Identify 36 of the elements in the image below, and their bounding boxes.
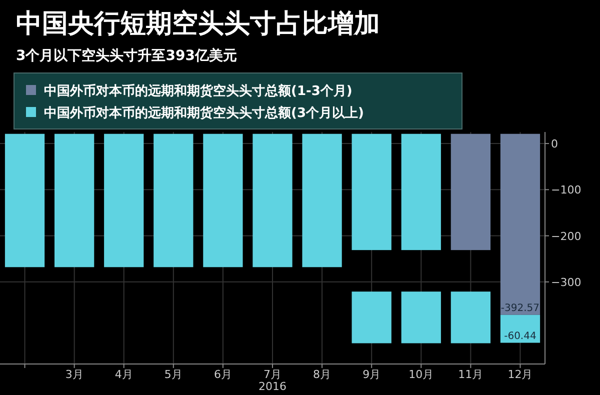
bar (252, 134, 292, 268)
x-tick-label: 3月 (65, 368, 84, 381)
bar (500, 134, 540, 315)
x-tick-label: 9月 (362, 368, 381, 381)
bar (401, 134, 441, 250)
bar (401, 292, 441, 344)
bar (352, 134, 392, 250)
bar (104, 134, 144, 268)
chart-subtitle: 3个月以下空头头寸升至393亿美元 (16, 47, 237, 64)
bar (54, 134, 94, 268)
chart-title: 中国央行短期空头头寸占比增加 (16, 9, 380, 39)
x-tick-label: 10月 (408, 368, 434, 381)
bar (203, 134, 243, 268)
x-tick-label: 11月 (458, 368, 484, 381)
x-tick-label: 4月 (114, 368, 133, 381)
bar (154, 134, 194, 268)
y-tick-label: −300 (551, 276, 582, 289)
x-tick-label: 8月 (313, 368, 332, 381)
bar (500, 314, 540, 343)
y-tick-label: −100 (551, 184, 582, 197)
bar (352, 292, 392, 344)
y-tick-label: −200 (551, 230, 582, 243)
y-tick-label: 0 (551, 138, 558, 151)
x-tick-label: 12月 (508, 368, 533, 381)
bar (4, 134, 45, 268)
bar (302, 134, 342, 268)
text: 2016 (258, 380, 286, 393)
data-label: -60.44 (504, 330, 536, 342)
x-tick-label: 7月 (264, 368, 282, 381)
bar (450, 134, 490, 250)
bar (450, 292, 490, 344)
legend-label: 中国外币对本币的远期和期货空头头寸总额(1-3个月) (44, 83, 352, 99)
data-label: -392.57 (500, 302, 540, 314)
legend-label: 中国外币对本币的远期和期货空头头寸总额(3个月以上) (44, 105, 364, 121)
x-tick-label: 5月 (164, 368, 182, 381)
x-tick-label: 6月 (214, 368, 232, 381)
